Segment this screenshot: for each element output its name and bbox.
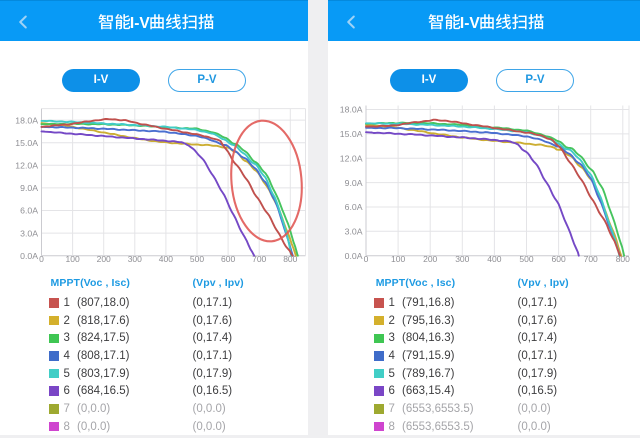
- svg-text:500: 500: [519, 254, 533, 264]
- svg-text:200: 200: [97, 254, 111, 264]
- svg-text:18.0A: 18.0A: [15, 115, 38, 125]
- svg-text:15.0A: 15.0A: [15, 138, 38, 148]
- svg-text:500: 500: [190, 254, 204, 264]
- svg-text:0: 0: [39, 254, 44, 264]
- svg-text:6.0A: 6.0A: [345, 202, 363, 212]
- svg-text:I-V: I-V: [460, 15, 480, 32]
- svg-text:800: 800: [283, 254, 297, 264]
- svg-text:700: 700: [584, 254, 598, 264]
- svg-text:9.0A: 9.0A: [20, 183, 38, 193]
- svg-text:600: 600: [552, 254, 566, 264]
- svg-text:12.0A: 12.0A: [15, 161, 38, 171]
- svg-text:800: 800: [616, 254, 630, 264]
- svg-text:18.0A: 18.0A: [340, 105, 363, 115]
- svg-text:600: 600: [221, 254, 235, 264]
- svg-text:I-V: I-V: [130, 15, 150, 32]
- svg-text:9.0A: 9.0A: [345, 178, 363, 188]
- svg-text:100: 100: [391, 254, 405, 264]
- svg-text:700: 700: [252, 254, 266, 264]
- svg-text:300: 300: [455, 254, 469, 264]
- svg-text:3.0A: 3.0A: [20, 228, 38, 238]
- svg-text:300: 300: [128, 254, 142, 264]
- svg-text:0.0A: 0.0A: [20, 251, 38, 261]
- svg-text:0: 0: [364, 254, 369, 264]
- svg-text:6.0A: 6.0A: [20, 206, 38, 216]
- svg-text:100: 100: [66, 254, 80, 264]
- svg-text:15.0A: 15.0A: [340, 129, 363, 139]
- svg-text:3.0A: 3.0A: [345, 227, 363, 237]
- svg-text:0.0A: 0.0A: [345, 251, 363, 261]
- svg-text:200: 200: [423, 254, 437, 264]
- svg-text:12.0A: 12.0A: [340, 153, 363, 163]
- svg-text:400: 400: [159, 254, 173, 264]
- svg-text:400: 400: [487, 254, 501, 264]
